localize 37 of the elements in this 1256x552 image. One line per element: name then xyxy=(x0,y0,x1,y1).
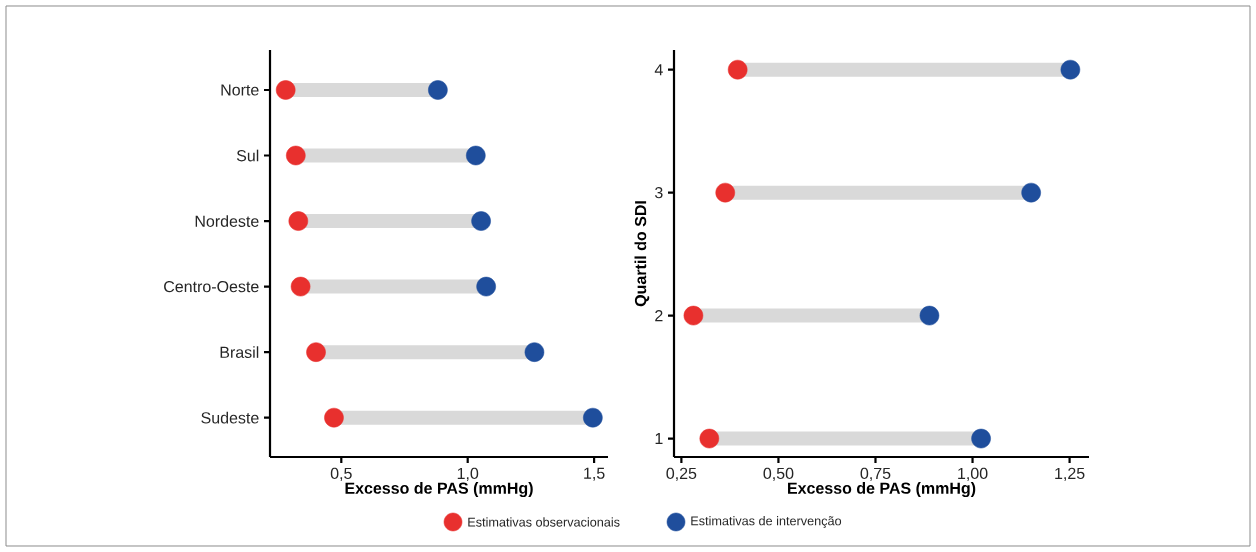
x-tick-label: 1,25 xyxy=(1055,467,1085,481)
y-tick-label: Sudeste xyxy=(201,411,259,424)
point xyxy=(683,305,704,326)
point xyxy=(919,305,940,326)
x-tick-label: 0,50 xyxy=(763,467,794,481)
point xyxy=(286,145,306,166)
point xyxy=(476,276,496,297)
y-tick-label: Nordeste xyxy=(195,215,259,227)
x-tick-label: 0,25 xyxy=(666,467,697,481)
point xyxy=(971,428,991,449)
point xyxy=(699,428,720,449)
point xyxy=(275,80,296,100)
y-tick-label: Brasil xyxy=(220,346,259,358)
y-axis-title: Quartil do SDI xyxy=(634,201,650,307)
y-tick-label: Sul xyxy=(236,149,259,162)
y-tick-label: 4 xyxy=(654,64,663,76)
y-tick-label: 3 xyxy=(655,186,663,199)
x-tick-label: 1,00 xyxy=(958,467,988,481)
point xyxy=(466,145,486,166)
point xyxy=(288,211,309,231)
y-tick-label: 2 xyxy=(655,310,663,322)
point xyxy=(471,211,491,231)
x-axis-title: Excesso de PAS (mmHg) xyxy=(788,482,976,498)
point xyxy=(524,342,545,362)
x-tick-label: 0,75 xyxy=(860,467,891,481)
point xyxy=(306,342,326,362)
point xyxy=(428,80,448,100)
x-tick-label: 0,5 xyxy=(330,467,352,481)
legend-label: Estimativas de intervenção xyxy=(691,516,842,528)
point xyxy=(290,276,311,297)
y-tick-label: Centro-Oeste xyxy=(164,280,259,293)
x-axis-title: Excesso de PAS (mmHg) xyxy=(345,482,533,498)
x-tick-label: 1,0 xyxy=(457,467,479,481)
x-tick-label: 1,5 xyxy=(584,467,605,481)
legend-label: Estimativas observacionais xyxy=(468,517,620,527)
y-tick-label: Norte xyxy=(221,84,259,96)
y-tick-label: 1 xyxy=(655,433,663,445)
